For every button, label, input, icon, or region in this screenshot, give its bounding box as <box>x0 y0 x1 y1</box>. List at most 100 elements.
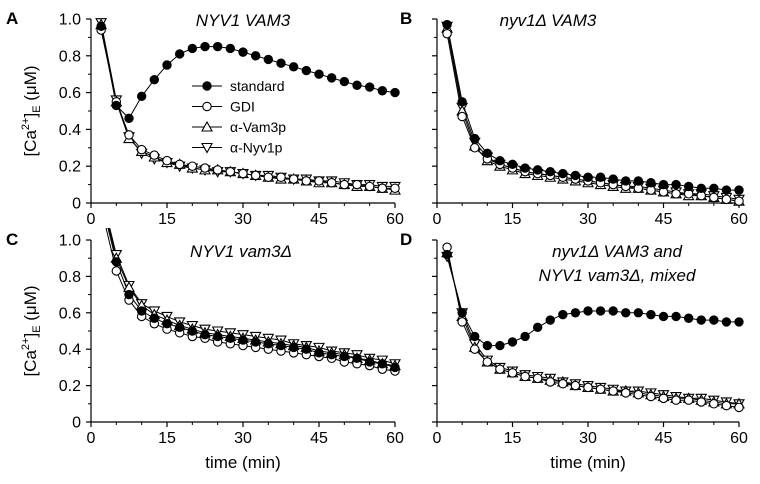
data-point <box>457 111 467 122</box>
data-point <box>339 351 350 362</box>
data-point <box>364 357 375 367</box>
data-point <box>250 170 261 181</box>
x-tick-label: 30 <box>234 430 252 447</box>
data-point <box>301 344 312 354</box>
legend-marker <box>201 120 213 132</box>
x-tick-label: 60 <box>730 430 748 447</box>
data-point <box>545 315 555 325</box>
panel-letter: D <box>400 230 412 249</box>
data-point <box>96 21 106 32</box>
data-point <box>263 172 274 182</box>
data-point <box>721 185 732 195</box>
x-tick-label: 60 <box>386 430 404 447</box>
data-point <box>696 315 706 325</box>
panel-c: 0 15 30 45 60 0 0.2 0.4 0.6 0.8 1.0 [Ca2+]E (μM) tim… <box>6 191 404 472</box>
series-line <box>446 26 740 200</box>
data-point <box>162 60 172 70</box>
x-tick-label: 15 <box>158 211 176 228</box>
x-axis-title: time (min) <box>550 453 626 472</box>
data-point <box>570 308 581 318</box>
plot-area <box>441 242 745 413</box>
data-point <box>671 189 681 199</box>
data-point <box>250 337 261 347</box>
data-point <box>124 130 134 140</box>
panel-title: NYV1 VAM3 <box>196 11 291 30</box>
data-point <box>507 368 518 378</box>
data-point <box>570 170 581 181</box>
data-point <box>721 400 732 411</box>
data-point <box>608 386 618 396</box>
panel-letter: C <box>6 230 18 249</box>
data-point <box>250 51 261 61</box>
data-point <box>683 313 694 323</box>
data-point <box>721 317 732 327</box>
data-point <box>734 185 744 195</box>
data-point <box>734 196 744 206</box>
data-point <box>683 181 694 192</box>
data-point <box>545 377 555 387</box>
x-tick-label: 60 <box>730 211 748 228</box>
data-point <box>377 86 388 96</box>
x-tick-label: 0 <box>433 211 442 228</box>
data-point <box>621 308 631 318</box>
data-point <box>608 306 618 316</box>
data-point <box>111 100 122 111</box>
data-point <box>174 159 185 170</box>
data-point <box>377 183 388 194</box>
series-line <box>446 33 740 202</box>
y-tick-label: 0.6 <box>59 85 81 102</box>
data-point <box>97 203 105 211</box>
data-point <box>734 402 744 413</box>
x-tick-label: 15 <box>504 430 522 447</box>
data-point <box>507 159 518 170</box>
y-axis-title: [Ca2+]E (μM) <box>20 65 43 156</box>
data-point <box>633 176 644 186</box>
data-point <box>442 19 452 30</box>
x-tick-label: 30 <box>579 211 597 228</box>
data-point <box>583 382 593 393</box>
plot-area <box>96 191 401 376</box>
data-point <box>352 179 362 190</box>
data-point <box>136 91 147 101</box>
data-point <box>263 54 274 65</box>
x-tick-label: 0 <box>87 211 96 228</box>
data-point <box>339 179 350 190</box>
data-point <box>96 191 106 200</box>
data-point <box>326 349 337 360</box>
x-tick-label: 30 <box>579 430 597 447</box>
data-point <box>162 319 172 329</box>
y-tick-label: 0.8 <box>59 48 81 65</box>
data-point <box>558 309 568 320</box>
data-point <box>482 357 493 367</box>
y-tick-label: 0.2 <box>59 378 81 395</box>
series-line <box>446 24 739 191</box>
data-point <box>187 161 198 171</box>
data-point <box>633 308 644 318</box>
data-point <box>225 333 236 343</box>
data-point <box>545 167 555 177</box>
data-point <box>495 340 505 351</box>
data-point <box>301 65 312 76</box>
data-point <box>339 76 350 87</box>
data-point <box>558 379 568 389</box>
data-point <box>671 395 681 405</box>
x-tick-label: 45 <box>310 211 328 228</box>
data-point <box>558 168 568 179</box>
data-point <box>364 82 375 92</box>
data-point <box>583 172 593 182</box>
y-tick-label: 0.2 <box>59 159 81 176</box>
data-point <box>442 249 452 260</box>
data-point <box>200 163 210 173</box>
data-point <box>288 62 299 72</box>
data-point <box>683 395 694 405</box>
data-point <box>495 155 505 166</box>
y-tick-label: 1.0 <box>59 12 81 29</box>
data-point <box>174 49 185 59</box>
data-point <box>595 384 606 394</box>
data-point <box>225 166 236 177</box>
data-point <box>238 47 248 57</box>
data-point <box>212 331 223 342</box>
data-point <box>364 181 375 192</box>
